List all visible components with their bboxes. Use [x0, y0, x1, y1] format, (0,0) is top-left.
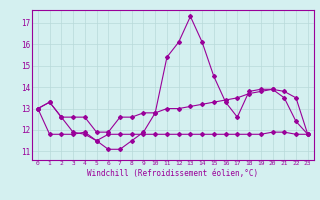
X-axis label: Windchill (Refroidissement éolien,°C): Windchill (Refroidissement éolien,°C) — [87, 169, 258, 178]
